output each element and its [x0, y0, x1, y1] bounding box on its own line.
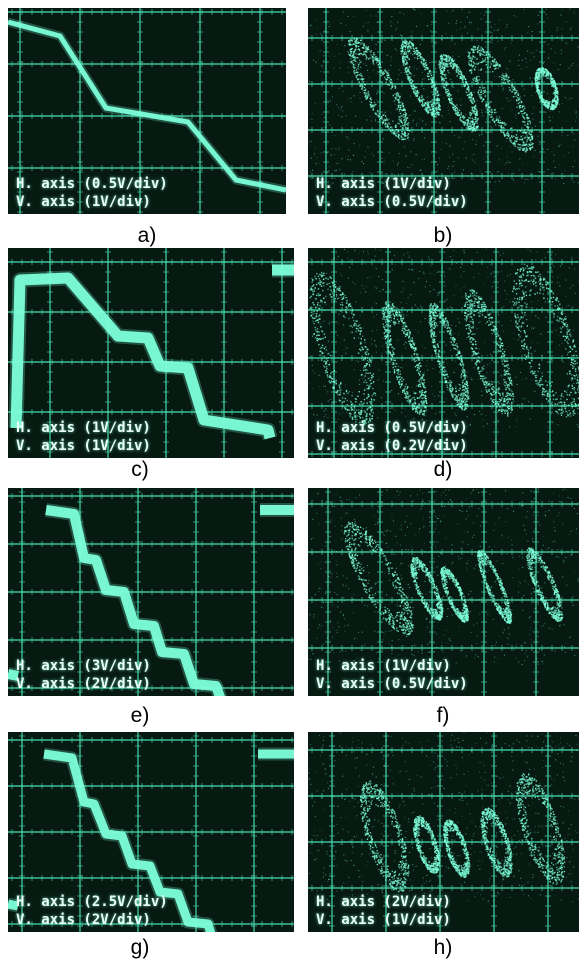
- scope-screen-a: [8, 8, 286, 214]
- v-axis-label-c: V. axis (1V/div): [16, 438, 151, 454]
- scope-screen-d: [308, 248, 579, 458]
- scope-screen-g: [8, 732, 294, 932]
- scope-screen-f: [308, 488, 579, 696]
- oscilloscope-panel-f: H. axis (1V/div) V. axis (0.5V/div): [308, 488, 579, 696]
- oscilloscope-panel-g: H. axis (2.5V/div) V. axis (2V/div): [8, 732, 294, 932]
- scope-screen-b: [308, 8, 579, 214]
- oscilloscope-panel-e: H. axis (3V/div) V. axis (2V/div): [8, 488, 294, 696]
- scope-screen-h: [308, 732, 579, 932]
- h-axis-label-f: H. axis (1V/div): [316, 658, 451, 674]
- h-axis-label-d: H. axis (0.5V/div): [316, 420, 468, 436]
- h-axis-label-h: H. axis (2V/div): [316, 894, 451, 910]
- oscilloscope-panel-a: H. axis (0.5V/div) V. axis (1V/div): [8, 8, 286, 214]
- caption-d: d): [433, 458, 453, 481]
- oscilloscope-panel-c: H. axis (1V/div) V. axis (1V/div): [8, 248, 294, 458]
- h-axis-label-c: H. axis (1V/div): [16, 420, 151, 436]
- v-axis-label-g: V. axis (2V/div): [16, 912, 151, 928]
- caption-e: e): [130, 704, 150, 727]
- caption-f: f): [436, 704, 450, 727]
- h-axis-label-a: H. axis (0.5V/div): [16, 176, 168, 192]
- scope-screen-e: [8, 488, 294, 696]
- v-axis-label-f: V. axis (0.5V/div): [316, 676, 468, 692]
- v-axis-label-b: V. axis (0.5V/div): [316, 194, 468, 210]
- scope-screen-c: [8, 248, 294, 458]
- v-axis-label-e: V. axis (2V/div): [16, 676, 151, 692]
- v-axis-label-h: V. axis (1V/div): [316, 912, 451, 928]
- caption-a: a): [137, 224, 157, 247]
- caption-b: b): [433, 224, 453, 247]
- caption-c: c): [131, 458, 149, 481]
- h-axis-label-g: H. axis (2.5V/div): [16, 894, 168, 910]
- caption-g: g): [130, 936, 150, 959]
- v-axis-label-d: V. axis (0.2V/div): [316, 438, 468, 454]
- oscilloscope-panel-b: H. axis (1V/div) V. axis (0.5V/div): [308, 8, 579, 214]
- h-axis-label-e: H. axis (3V/div): [16, 658, 151, 674]
- caption-h: h): [433, 936, 453, 959]
- v-axis-label-a: V. axis (1V/div): [16, 194, 151, 210]
- h-axis-label-b: H. axis (1V/div): [316, 176, 451, 192]
- oscilloscope-panel-h: H. axis (2V/div) V. axis (1V/div): [308, 732, 579, 932]
- oscilloscope-panel-d: H. axis (0.5V/div) V. axis (0.2V/div): [308, 248, 579, 458]
